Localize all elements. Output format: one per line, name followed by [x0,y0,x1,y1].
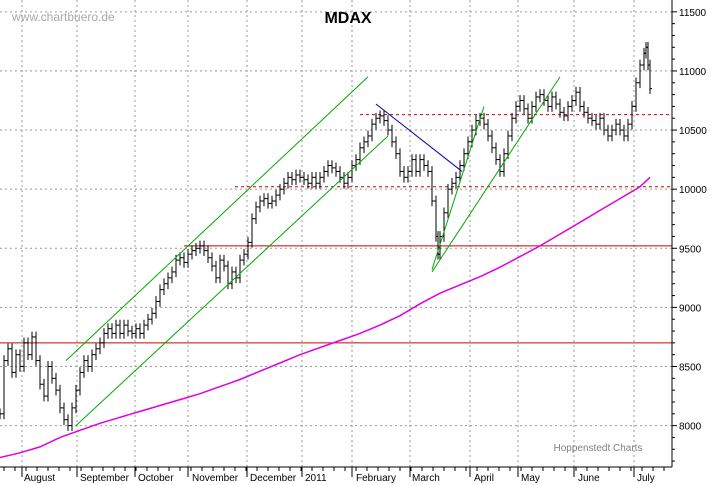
x-tick-label-11: July [637,473,655,484]
x-tick-label-0: August [24,473,55,484]
chart-title: MDAX [324,10,371,27]
y-tick-label-6: 11000 [679,67,707,78]
moving-average-line [0,176,651,459]
axes: 8000 8500 9000 9500 10000 10500 11000 11500 Augu… [0,0,707,484]
x-tick-label-4: December [250,473,297,484]
x-tick-label-3: November [192,473,239,484]
x-tick-label-1: September [80,473,130,484]
trendline-4 [375,103,463,172]
moving-average [0,176,651,459]
y-tick-label-4: 10000 [679,185,707,196]
price-bars [0,41,652,431]
trendlines [65,76,561,426]
y-tick-label-7: 11500 [679,8,707,19]
grid [0,0,672,467]
x-tick-label-5: 2011 [305,473,327,484]
x-tick-label-8: April [474,473,494,484]
source-credit: Hoppenstedt Charts [554,443,643,454]
watermark-text: www.chartbuero.de [11,10,115,24]
trendline-3 [431,76,561,273]
y-tick-label-5: 10500 [679,126,707,137]
trendline-0 [65,76,369,361]
x-tick-label-9: May [521,473,540,484]
x-tick-label-2: October [138,473,174,484]
y-tick-label-3: 9500 [679,244,702,255]
x-tick-label-10: June [578,473,600,484]
trendline-2 [431,106,485,270]
x-tick-label-6: February [356,473,396,484]
y-tick-label-2: 9000 [679,303,702,314]
y-tick-label-0: 8000 [679,422,702,433]
x-tick-label-7: March [412,473,440,484]
y-tick-label-1: 8500 [679,363,702,374]
trendline-1 [75,135,389,426]
